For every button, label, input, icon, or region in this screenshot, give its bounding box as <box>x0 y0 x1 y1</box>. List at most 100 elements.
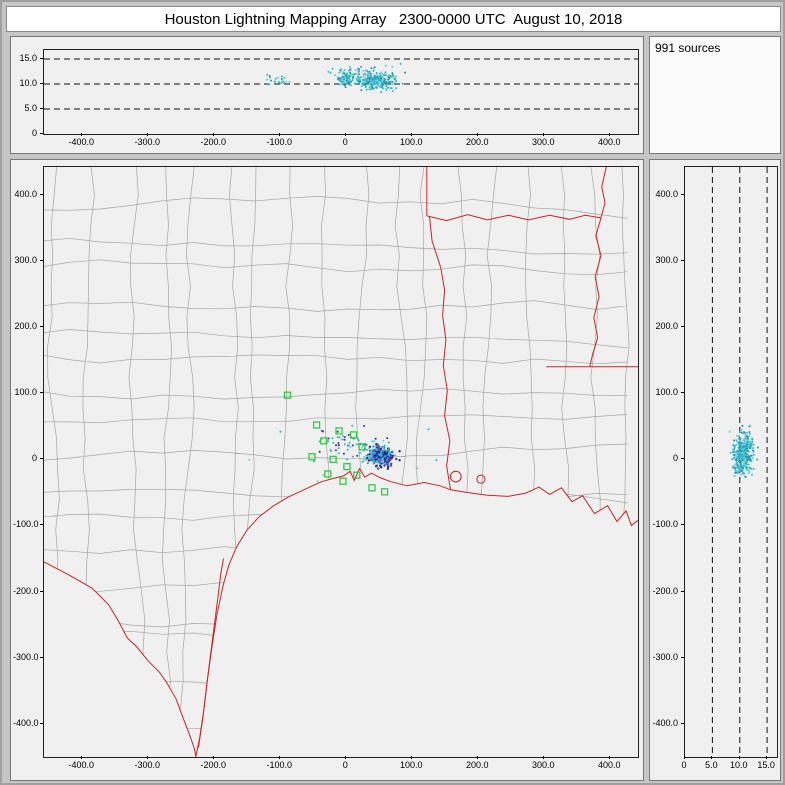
lightning-source <box>390 462 393 466</box>
tick-label: -100.0 <box>266 137 293 147</box>
lightning-source <box>743 472 746 475</box>
tick-label: -100.0 <box>652 519 678 530</box>
lightning-source <box>751 447 754 450</box>
lightning-source <box>380 457 383 460</box>
ns-altitude-plot[interactable] <box>684 166 778 758</box>
axis-tick-mark <box>81 756 83 759</box>
lightning-source <box>375 456 378 459</box>
lightning-source <box>746 453 749 456</box>
lightning-source <box>371 455 374 458</box>
lightning-source <box>387 74 390 76</box>
lightning-source <box>387 460 390 463</box>
lightning-source <box>374 86 377 89</box>
lightning-source <box>356 79 359 82</box>
axis-tick-mark <box>681 259 684 261</box>
lma-station-marker <box>312 421 321 429</box>
axis-tick-mark <box>681 326 684 328</box>
lightning-source <box>357 80 360 83</box>
lightning-source <box>376 460 379 463</box>
lightning-source <box>348 441 351 444</box>
tick-label: 0 <box>681 760 687 770</box>
plan-map-plot[interactable] <box>43 166 639 758</box>
lightning-source <box>349 79 352 82</box>
tick-label: -400.0 <box>652 717 678 728</box>
lightning-source <box>374 82 377 85</box>
lightning-source <box>749 458 752 461</box>
lightning-source <box>342 71 345 74</box>
lightning-source <box>383 455 386 458</box>
lightning-source <box>747 471 750 474</box>
lightning-source <box>743 462 745 465</box>
ew-altitude-panel[interactable]: -400.0 -300.0 -200.0 -100.0 0 100.0 200.0 300.0… <box>10 36 644 154</box>
lightning-source <box>373 80 375 83</box>
lightning-source <box>393 77 396 80</box>
lightning-source <box>365 448 368 451</box>
lightning-source <box>386 465 390 468</box>
lightning-source <box>358 77 361 80</box>
axis-tick-mark <box>279 133 281 136</box>
lightning-source <box>398 450 401 453</box>
lightning-source <box>748 470 751 473</box>
lightning-source <box>744 475 747 478</box>
tick-label: -200.0 <box>13 585 39 596</box>
tick-label: 200.0 <box>655 321 678 332</box>
lightning-source <box>363 72 366 75</box>
lightning-source <box>739 430 742 433</box>
lightning-source <box>384 64 387 67</box>
lightning-source <box>380 91 383 93</box>
lightning-source <box>346 448 349 451</box>
lightning-source <box>371 459 374 462</box>
lightning-source <box>384 82 387 85</box>
lightning-source <box>382 439 385 442</box>
lightning-source <box>373 440 376 443</box>
lightning-source <box>346 72 349 75</box>
lightning-source <box>349 84 352 87</box>
lightning-source <box>732 451 735 454</box>
lma-station-marker <box>320 437 328 445</box>
lightning-source <box>387 453 390 456</box>
lightning-source <box>371 87 374 89</box>
tick-label: 10.0 <box>729 760 748 770</box>
lightning-source <box>384 87 387 90</box>
lightning-source <box>366 462 369 465</box>
lightning-source <box>738 456 741 459</box>
lightning-source <box>380 77 383 80</box>
lightning-source <box>393 81 396 84</box>
lightning-source <box>371 452 374 455</box>
lightning-source <box>336 436 339 439</box>
axis-tick-mark <box>543 756 545 759</box>
axis-tick-mark <box>681 722 684 724</box>
tick-label: 0 <box>342 137 348 147</box>
lightning-source <box>361 460 364 463</box>
lightning-source <box>351 444 354 447</box>
lightning-source <box>341 75 344 78</box>
lightning-source <box>364 79 367 82</box>
plan-map-panel[interactable]: -400.0 -300.0 -200.0 -100.0 0 100.0 200.0 300.0… <box>10 159 644 781</box>
lightning-source <box>357 439 360 442</box>
lightning-source <box>334 449 337 452</box>
lightning-source <box>733 439 736 442</box>
lightning-source <box>391 454 394 457</box>
tick-label: 15.0 <box>757 760 775 770</box>
lightning-source <box>277 76 280 79</box>
lightning-source <box>395 457 398 461</box>
lightning-source <box>371 440 374 443</box>
tick-label: 0 <box>342 760 348 770</box>
ns-altitude-panel[interactable]: 0 5.0 10.0 15.0 400.0 300.0 200.0 100.0 0 -100.0 -… <box>649 159 781 781</box>
lightning-source <box>391 80 394 83</box>
lightning-source <box>750 467 752 470</box>
lightning-source <box>746 437 749 440</box>
axis-tick-mark <box>411 756 413 759</box>
lightning-source <box>357 70 360 73</box>
lightning-source <box>378 467 381 470</box>
lightning-source <box>738 441 741 444</box>
lma-station-marker <box>358 443 366 451</box>
tick-label: -400.0 <box>68 137 95 147</box>
lightning-source <box>283 76 286 79</box>
lightning-source <box>395 87 397 90</box>
lightning-source <box>366 70 369 73</box>
ew-altitude-plot[interactable] <box>43 49 639 135</box>
lightning-source <box>382 87 384 90</box>
lightning-source <box>748 425 751 428</box>
lightning-source <box>379 453 382 456</box>
